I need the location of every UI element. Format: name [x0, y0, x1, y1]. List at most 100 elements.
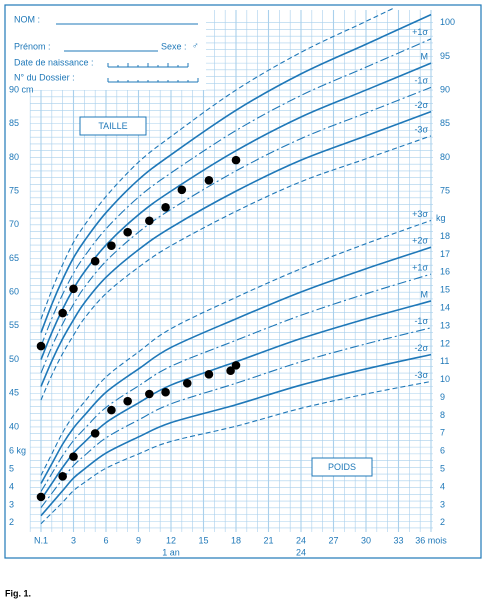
curve-label: M — [421, 289, 429, 299]
measurement-point — [107, 405, 116, 415]
x-tick-label: 36 mois — [415, 535, 447, 545]
measurement-point — [69, 452, 78, 461]
curve-label: -2σ — [414, 343, 428, 353]
form-nom: NOM : — [14, 14, 40, 24]
y-tick-label: 100 — [440, 17, 455, 27]
curve-label: +3σ — [412, 209, 428, 219]
y-tick-label: 7 — [440, 428, 445, 438]
x-tick-label: 27 — [328, 535, 338, 545]
form-dossier-boxes — [107, 78, 199, 83]
y-tick-label: 5 — [440, 464, 445, 474]
measurement-point — [145, 216, 154, 226]
x-tick-label: 3 — [71, 535, 76, 545]
form-sexe: Sexe : — [161, 41, 187, 51]
form-sex-symbol: ♂ — [192, 40, 199, 50]
y-tick-label: 85 — [9, 118, 19, 128]
curve-label: +1σ — [412, 27, 428, 37]
curve-label: -1σ — [414, 316, 428, 326]
y-tick-label: 8 — [440, 410, 445, 420]
measurement-point — [123, 227, 132, 237]
reference-curve — [40, 273, 432, 492]
x-tick-label: 21 — [263, 535, 273, 545]
y-tick-label: 11 — [440, 356, 449, 366]
curves — [40, 8, 432, 525]
caption: Fig. 1. — [5, 588, 31, 598]
curve-label: +2σ — [412, 236, 428, 246]
y-tick-label: 4 — [440, 481, 445, 491]
x-tick-label: 15 — [198, 535, 208, 545]
y-tick-label: 2 — [9, 517, 14, 527]
y-tick-label: 65 — [9, 253, 19, 263]
y-tick-label: 80 — [9, 152, 19, 162]
measurement-point — [204, 176, 214, 185]
measurement-point — [58, 472, 67, 481]
y-tick-label: 95 — [440, 51, 450, 61]
curve-label: -2σ — [414, 100, 428, 110]
y2-unit: kg — [436, 213, 446, 223]
panel-label: TAILLE — [98, 121, 127, 131]
reference-curve — [40, 353, 432, 517]
measurement-point — [90, 256, 100, 266]
y-tick-label: 45 — [9, 388, 19, 398]
y-tick-label: 9 — [440, 392, 445, 402]
reference-curve — [40, 13, 432, 333]
x-tick-label: 6 — [103, 535, 108, 545]
y-tick-label: 50 — [9, 354, 19, 364]
y-tick-label: 10 — [440, 374, 450, 384]
reference-curve — [40, 135, 432, 401]
curve-label: +1σ — [412, 262, 428, 272]
y-tick-label: 5 — [9, 464, 14, 474]
y-tick-label: 6 — [440, 446, 445, 456]
panel-box — [311, 457, 373, 477]
reference-curve — [40, 38, 432, 347]
panel-label: POIDS — [328, 462, 356, 472]
x-tick-label-2: 24 — [296, 547, 306, 557]
measurement-point — [231, 361, 241, 370]
y-tick-label: 3 — [440, 499, 445, 509]
reference-curve — [40, 246, 432, 484]
form-dossier: N° du Dossier : — [14, 72, 75, 82]
x-tick-label: 33 — [393, 535, 403, 545]
y-tick-label: 90 cm — [9, 84, 34, 94]
x-tick-label: 18 — [231, 535, 241, 545]
y-tick-label: 17 — [440, 249, 450, 259]
y-tick-label: 4 — [9, 481, 14, 491]
grid — [29, 10, 433, 532]
measurement-point — [182, 378, 192, 388]
reference-curve — [40, 86, 432, 374]
y-tick-label: 70 — [9, 219, 19, 229]
measurement-point — [123, 396, 132, 406]
measurement-point — [161, 387, 170, 397]
y-tick-label: 3 — [9, 499, 14, 509]
measurement-point — [90, 429, 100, 438]
measurement-point — [231, 155, 241, 165]
y-tick-label: 13 — [440, 320, 450, 330]
y-tick-label: 40 — [9, 421, 19, 431]
form-box — [6, 6, 206, 90]
y-tick-label: 6 kg — [9, 446, 26, 456]
measurement-point — [107, 241, 116, 250]
x-tick-label: 30 — [361, 535, 371, 545]
curve-label: M — [421, 51, 429, 61]
reference-curve — [40, 380, 432, 525]
measurement-point — [145, 389, 154, 399]
measurement-point — [161, 202, 170, 212]
measurement-point — [177, 185, 187, 195]
measurement-point — [58, 308, 67, 318]
form-header: NOM : Prénom : Sexe : ♂ Date de naissanc… — [6, 6, 206, 90]
form-prenom: Prénom : — [14, 41, 51, 51]
y-tick-label: 14 — [440, 302, 450, 312]
x-tick-label: N.1 — [34, 535, 48, 545]
curve-label: -3σ — [414, 124, 428, 134]
measurement-point — [36, 341, 46, 351]
y-tick-label: 60 — [9, 287, 19, 297]
reference-curve — [40, 300, 432, 501]
form-date-boxes — [107, 63, 189, 68]
x-tick-label-2: 1 an — [162, 547, 180, 557]
y-tick-label: 2 — [440, 517, 445, 527]
y-tick-label: 12 — [440, 338, 450, 348]
form-date: Date de naissance : — [14, 57, 94, 67]
reference-curve — [40, 8, 396, 320]
